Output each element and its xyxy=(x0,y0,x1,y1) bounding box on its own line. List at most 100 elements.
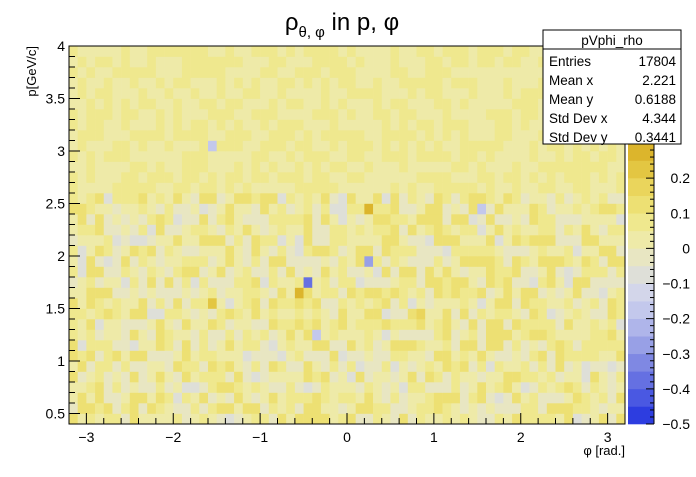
heatmap-cell xyxy=(486,413,495,425)
heatmap-cell xyxy=(95,151,105,162)
heatmap-cell xyxy=(173,56,183,68)
heatmap-cell xyxy=(381,298,391,309)
heatmap-cell xyxy=(312,256,322,267)
heatmap-cell xyxy=(329,392,339,404)
heatmap-cell xyxy=(425,413,435,425)
heatmap-cell xyxy=(399,46,409,57)
heatmap-cell xyxy=(416,350,426,362)
heatmap-cell xyxy=(268,340,278,351)
heatmap-cell xyxy=(373,287,383,299)
heatmap-cell xyxy=(373,193,383,204)
heatmap-cell xyxy=(459,392,469,404)
heatmap-cell xyxy=(103,214,113,225)
heatmap-cell xyxy=(251,109,261,120)
heatmap-cell xyxy=(277,193,287,204)
color-scale-swatch xyxy=(628,213,654,232)
heatmap-cell xyxy=(234,350,244,362)
heatmap-cell xyxy=(355,182,365,194)
heatmap-cell xyxy=(347,130,356,141)
y-axis: 0.511.522.533.54 xyxy=(46,38,80,425)
heatmap-cell xyxy=(564,266,574,278)
heatmap-cell xyxy=(329,361,339,372)
heatmap-cell xyxy=(95,413,105,425)
heatmap-cell xyxy=(503,172,513,183)
heatmap-cell xyxy=(95,161,105,173)
heatmap-cell xyxy=(129,392,139,404)
heatmap-cell xyxy=(69,98,78,110)
heatmap-cell xyxy=(199,109,209,120)
heatmap-cell xyxy=(155,182,165,194)
heatmap-cell xyxy=(459,130,469,141)
x-axis: −3 −2 −1 0 1 2 3 xyxy=(68,413,626,445)
heatmap-cell xyxy=(459,382,469,393)
heatmap-cell xyxy=(425,224,435,236)
heatmap-cell xyxy=(347,308,356,320)
heatmap-cell xyxy=(260,214,270,225)
heatmap-cell xyxy=(347,214,356,225)
heatmap-cell xyxy=(538,266,548,278)
heatmap-cell xyxy=(355,193,365,204)
heatmap-cell xyxy=(155,382,165,393)
heatmap-cell xyxy=(416,329,426,341)
heatmap-cell xyxy=(494,413,504,425)
heatmap-cell xyxy=(512,350,522,362)
heatmap-cell xyxy=(242,161,252,173)
heatmap-cell xyxy=(320,256,330,267)
heatmap-cell xyxy=(373,350,383,362)
heatmap-cell xyxy=(77,308,87,320)
heatmap-cell xyxy=(468,77,478,89)
heatmap-cell xyxy=(86,119,96,131)
heatmap-cell xyxy=(303,46,313,57)
heatmap-cell xyxy=(216,98,226,110)
heatmap-cell xyxy=(234,172,244,183)
heatmap-cell xyxy=(164,224,174,236)
heatmap-cell xyxy=(433,319,443,330)
heatmap-cell xyxy=(399,329,409,341)
heatmap-cell xyxy=(234,277,244,288)
heatmap-cell xyxy=(95,172,105,183)
heatmap-cell xyxy=(520,182,530,194)
heatmap-cell xyxy=(520,214,530,225)
heatmap-cell xyxy=(77,287,87,299)
heatmap-cell xyxy=(312,193,322,204)
heatmap-cell xyxy=(286,77,296,89)
color-scale-swatch xyxy=(628,160,654,179)
heatmap-cell xyxy=(520,67,530,78)
heatmap-cell xyxy=(199,403,209,414)
heatmap-cell xyxy=(181,392,191,404)
heatmap-cell xyxy=(112,392,122,404)
heatmap-cell xyxy=(468,319,478,330)
heatmap-cell xyxy=(581,193,591,204)
heatmap-cell xyxy=(303,403,313,414)
heatmap-cell xyxy=(442,67,452,78)
heatmap-cell xyxy=(416,413,426,425)
heatmap-cell xyxy=(451,98,461,110)
heatmap-cell xyxy=(69,182,78,194)
heatmap-cell xyxy=(442,161,452,173)
heatmap-cell xyxy=(155,56,165,68)
heatmap-cell xyxy=(390,361,400,372)
heatmap-cell xyxy=(555,382,565,393)
heatmap-cell xyxy=(277,308,287,320)
heatmap-cell xyxy=(312,277,322,288)
heatmap-cell xyxy=(320,350,330,362)
heatmap-cell xyxy=(477,371,487,383)
heatmap-cell xyxy=(199,172,209,183)
heatmap-cell xyxy=(164,172,174,183)
heatmap-cell xyxy=(329,371,339,383)
heatmap-cell xyxy=(555,224,565,236)
heatmap-cell xyxy=(86,77,96,89)
heatmap-cell xyxy=(407,340,417,351)
heatmap-cell xyxy=(216,350,226,362)
heatmap-cell xyxy=(390,151,400,162)
heatmap-cell xyxy=(312,182,322,194)
heatmap-cell xyxy=(503,214,513,225)
heatmap-cell xyxy=(520,403,530,414)
heatmap-cell xyxy=(277,287,287,299)
heatmap-cell xyxy=(459,329,469,341)
heatmap-cell xyxy=(129,277,139,288)
heatmap-cell xyxy=(294,172,304,183)
heatmap-cell xyxy=(390,46,400,57)
heatmap-cell xyxy=(147,193,157,204)
